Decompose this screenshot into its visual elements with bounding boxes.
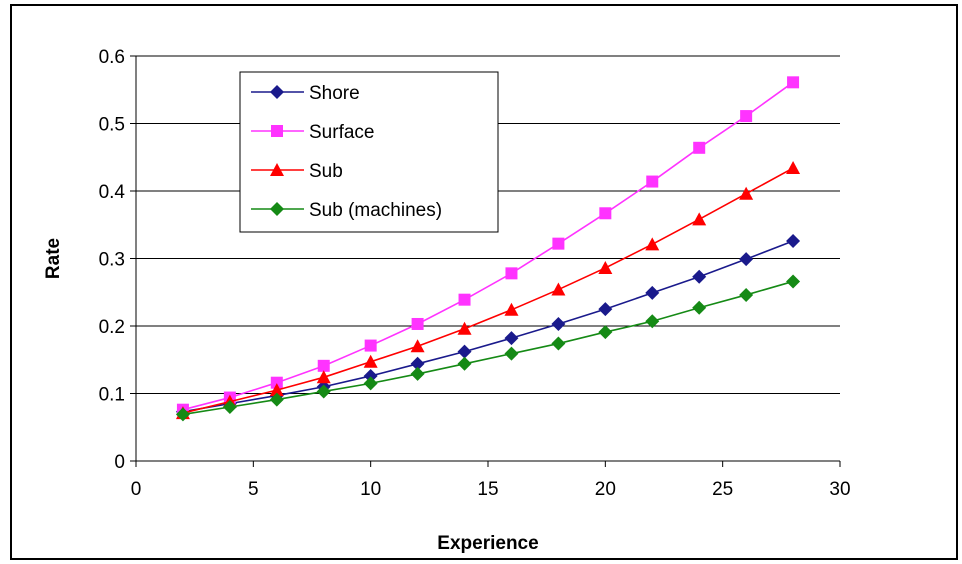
data-point-surface-8 [552,237,565,250]
data-point-sub-12 [739,186,754,200]
data-point-surface-9 [599,207,612,220]
data-point-sub-machines-3 [316,384,331,399]
x-tick-label-0: 0 [131,479,142,500]
data-point-shore-9 [598,302,613,317]
data-point-surface-4 [364,339,377,352]
legend-entry-sub-machines: Sub (machines) [251,200,442,221]
legend-entry-surface: Surface [251,122,374,143]
data-point-surface-10 [646,175,659,188]
data-point-shore-12 [739,252,754,267]
x-tick-label-1: 5 [248,479,259,500]
y-tick-label-3: 0.3 [99,250,125,271]
data-point-sub-machines-9 [598,325,613,340]
data-point-sub-machines-1 [222,400,237,414]
data-point-sub-machines-0 [175,407,190,422]
data-point-surface-2 [270,376,283,389]
data-point-sub-machines-6 [457,356,472,371]
x-tick-label-6: 30 [829,479,850,500]
series-sub-machines [175,274,801,422]
y-axis-title: Rate [43,238,64,279]
y-tick-label-4: 0.4 [99,182,126,203]
data-point-surface-12 [740,110,753,123]
legend-entry-shore: Shore [251,83,360,104]
y-tick-label-2: 0.2 [99,317,125,338]
data-point-sub-machines-2 [269,392,284,407]
legend-label-surface: Surface [309,122,374,143]
x-axis-title: Experience [437,533,538,554]
data-point-shore-10 [645,285,660,300]
data-point-sub-machines-5 [410,366,425,381]
data-point-surface-5 [411,317,424,330]
y-axis-ticks: 0 0.1 0.2 0.3 0.4 0.5 0.6 [99,47,136,473]
data-point-sub-7 [504,302,519,316]
data-point-sub-machines-4 [363,376,378,391]
data-point-sub-9 [598,260,613,274]
legend-marker-shore [270,85,284,99]
y-tick-label-1: 0.1 [99,385,125,406]
data-point-shore-7 [504,331,519,346]
x-tick-label-4: 20 [595,479,616,500]
legend-marker-surface [271,125,283,137]
legend-label-sub-machines: Sub (machines) [309,200,442,221]
data-point-sub-machines-12 [739,287,754,302]
legend-box [239,71,499,233]
legend-marker-sub-machines [270,202,284,216]
x-tick-label-3: 15 [477,479,498,500]
legend-label-shore: Shore [309,83,360,104]
data-point-sub-8 [551,282,566,296]
data-point-shore-13 [786,233,801,248]
data-point-surface-3 [317,359,330,372]
data-point-shore-5 [410,356,425,371]
data-point-surface-13 [787,76,800,89]
data-point-shore-6 [457,344,472,359]
data-point-sub-11 [692,212,707,226]
data-point-surface-11 [693,141,706,154]
data-point-sub-13 [786,161,801,175]
data-point-sub-4 [363,354,378,368]
data-point-surface-6 [458,293,471,306]
data-point-sub-machines-10 [645,314,660,329]
data-point-sub-machines-7 [504,346,519,361]
data-point-shore-8 [551,316,566,331]
data-point-surface-7 [505,267,518,280]
data-point-shore-11 [692,269,707,284]
x-tick-label-2: 10 [360,479,381,500]
data-point-sub-machines-8 [551,336,566,351]
data-point-sub-machines-11 [692,300,707,315]
legend: Shore Surface Sub Sub (machines) [239,71,499,233]
y-tick-label-5: 0.5 [99,115,125,136]
series-line-sub-machines [182,280,794,416]
legend-marker-sub [270,163,284,176]
data-point-sub-3 [316,370,331,384]
series-surface [176,76,800,416]
legend-label-sub: Sub [309,161,343,182]
data-point-sub-10 [645,237,660,251]
y-tick-label-6: 0.6 [99,47,125,68]
series-line-shore [182,240,794,413]
legend-entry-sub: Sub [251,161,343,182]
y-tick-label-0: 0 [114,452,125,473]
data-point-sub-machines-13 [786,274,801,289]
data-point-sub-2 [269,383,284,397]
data-point-sub-5 [410,339,425,353]
data-point-shore-4 [363,368,378,383]
series-line-sub [182,167,794,414]
x-axis-ticks: 0 5 10 15 20 25 30 [131,461,851,500]
x-tick-label-5: 25 [712,479,733,500]
data-point-sub-6 [457,321,472,335]
series-line-surface [182,81,794,411]
series-group [175,76,801,422]
